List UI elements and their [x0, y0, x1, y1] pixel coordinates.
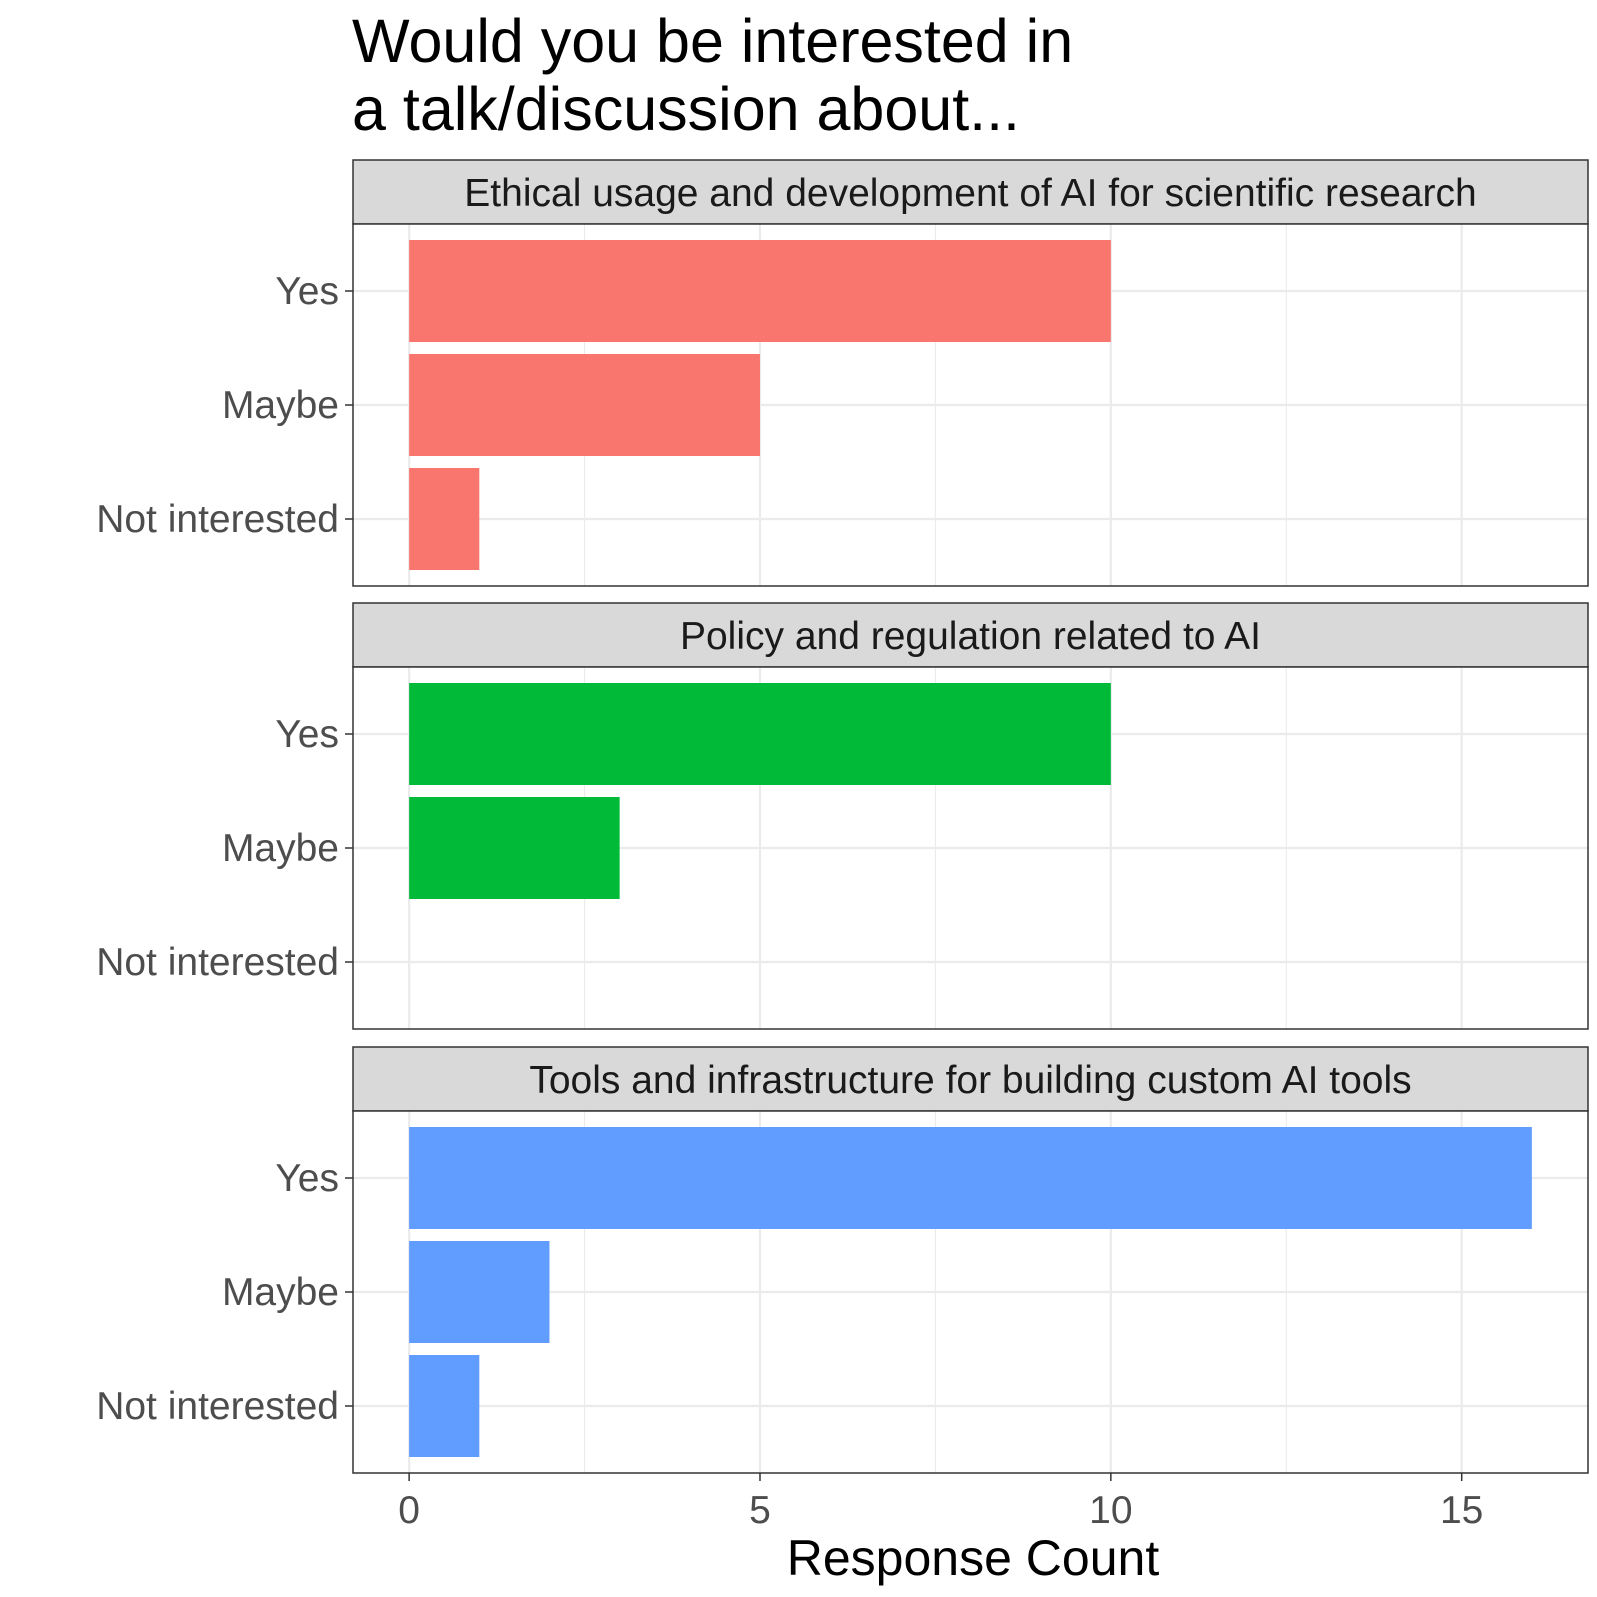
facet-strip-label: Ethical usage and development of AI for … — [464, 172, 1476, 215]
facet-panels: Ethical usage and development of AI for … — [96, 159, 1589, 1474]
chart-title-line-1: Would you be interested in — [352, 7, 1073, 75]
bar-yes — [409, 240, 1111, 342]
chart-title-line-2: a talk/discussion about... — [352, 75, 1020, 143]
x-axis-title: Response Count — [787, 1530, 1160, 1586]
facet-strip — [352, 159, 1589, 225]
category-label: Yes — [275, 713, 339, 756]
x-tick-label: 10 — [1089, 1489, 1132, 1532]
facet-1: Policy and regulation related to AI Yes Ma… — [96, 602, 1589, 1030]
facet-strip — [352, 602, 1589, 668]
category-label: Yes — [275, 270, 339, 313]
x-tick-label: 5 — [749, 1489, 771, 1532]
facet-strip-label: Tools and infrastructure for building cu… — [529, 1059, 1411, 1102]
category-label: Yes — [275, 1157, 339, 1200]
category-label: Not interested — [96, 941, 339, 984]
category-label: Maybe — [222, 827, 339, 870]
facet-strip-label: Policy and regulation related to AI — [680, 615, 1261, 658]
category-label: Not interested — [96, 498, 339, 541]
x-tick-label: 15 — [1440, 1489, 1483, 1532]
x-axis-ticks: 0 5 10 15 — [398, 1473, 1483, 1532]
bar-maybe — [409, 797, 620, 899]
bar-yes — [409, 683, 1111, 785]
facet-2: Tools and infrastructure for building cu… — [96, 1046, 1589, 1474]
category-label: Not interested — [96, 1385, 339, 1428]
bar-not-interested — [409, 1355, 480, 1457]
bar-yes — [409, 1127, 1532, 1229]
x-tick-label: 0 — [398, 1489, 420, 1532]
bar-maybe — [409, 354, 760, 456]
bar-not-interested — [409, 468, 480, 570]
facet-strip — [352, 1046, 1589, 1112]
bar-maybe — [409, 1241, 550, 1343]
facet-0: Ethical usage and development of AI for … — [96, 159, 1589, 587]
category-label: Maybe — [222, 384, 339, 427]
category-label: Maybe — [222, 1271, 339, 1314]
